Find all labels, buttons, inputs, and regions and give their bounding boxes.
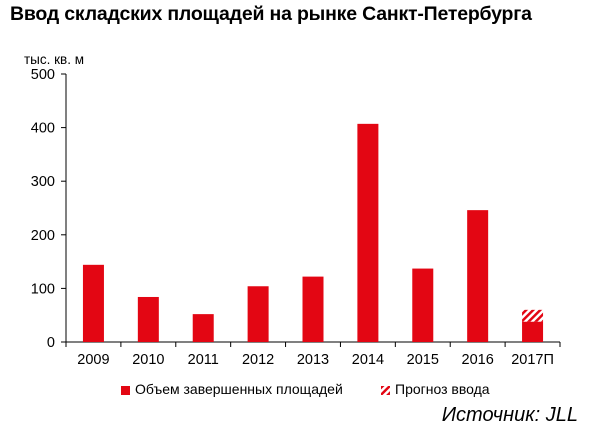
y-tick-label: 100 xyxy=(31,281,55,297)
y-tick-label: 0 xyxy=(47,335,55,351)
legend-item-forecast: Прогноз ввода xyxy=(381,381,490,397)
chart-title: Ввод складских площадей на рынке Санкт-П… xyxy=(10,3,532,25)
bar-completed-2010 xyxy=(137,296,159,342)
x-tick-label: 2015 xyxy=(407,352,439,368)
legend-label-completed: Объем завершенных площадей xyxy=(135,381,343,397)
y-tick-label: 300 xyxy=(31,174,55,190)
x-tick-label: 2009 xyxy=(77,352,109,368)
legend-swatch-hatched xyxy=(381,385,390,395)
source-note: Источник: JLL xyxy=(441,404,578,426)
x-tick-label: 2011 xyxy=(188,352,219,368)
bar-completed-2013 xyxy=(302,276,324,342)
y-tick-label: 200 xyxy=(31,228,55,244)
bar-completed-2016 xyxy=(467,210,489,342)
bar-completed-2012 xyxy=(247,286,269,342)
x-tick-label: 2014 xyxy=(352,352,384,368)
x-tick-label: 2012 xyxy=(242,352,274,368)
bar-forecast-2017П xyxy=(522,309,544,322)
legend-item-completed: Объем завершенных площадей xyxy=(121,381,343,397)
legend-label-forecast: Прогноз ввода xyxy=(395,381,490,397)
y-tick-label: 400 xyxy=(31,121,55,137)
y-tick-label: 500 xyxy=(31,67,55,83)
y-axis-label: тыс. кв. м xyxy=(24,52,84,67)
x-tick-label: 2013 xyxy=(297,352,329,368)
x-tick-label: 2010 xyxy=(132,352,164,368)
bar-completed-2014 xyxy=(357,123,379,343)
x-tick-label: 2017П xyxy=(511,352,554,368)
bar-completed-2011 xyxy=(192,314,214,342)
x-tick-label: 2016 xyxy=(462,352,494,368)
bar-completed-2017П xyxy=(522,321,544,342)
legend-swatch-solid xyxy=(121,385,130,395)
bar-completed-2015 xyxy=(412,268,434,342)
bar-completed-2009 xyxy=(82,264,104,342)
